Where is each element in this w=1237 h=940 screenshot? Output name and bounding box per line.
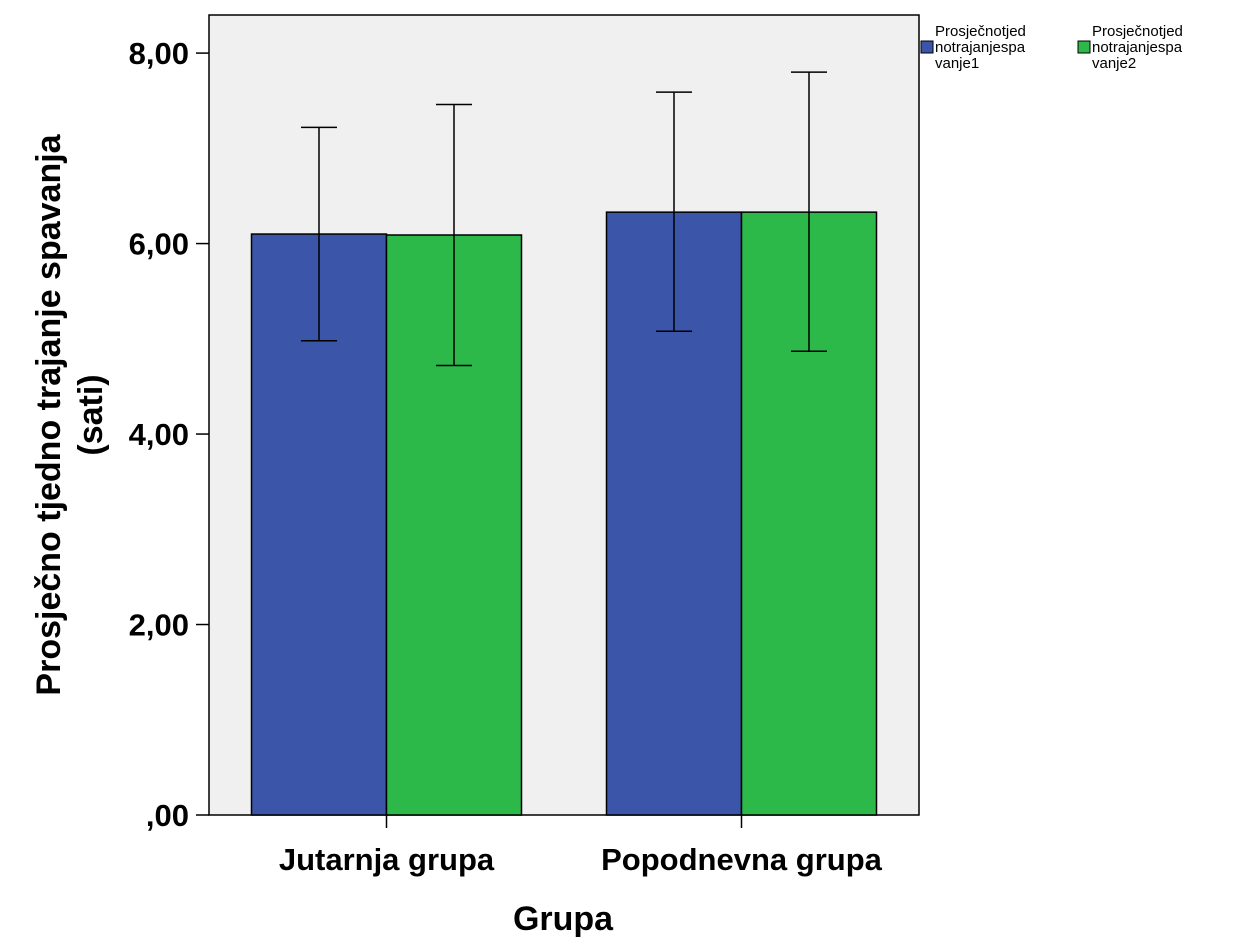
legend-label-2-line-2: notrajanjespa	[1092, 39, 1183, 56]
y-tick-label-3: 4,00	[129, 417, 189, 452]
legend-label-1-line-3: vanje1	[935, 55, 979, 72]
legend-label-2-line-1: Prosječnotjed	[1092, 23, 1183, 40]
legend-label-1-line-1: Prosječnotjed	[935, 23, 1026, 40]
legend-swatch-1	[920, 40, 934, 54]
y-tick-label-1: ,00	[146, 798, 189, 833]
y-tick-label-2: 2,00	[129, 608, 189, 643]
x-tick-label-1: Jutarnja grupa	[279, 842, 495, 877]
y-axis: ,00 2,00 4,00 6,00 8,00	[129, 36, 209, 833]
y-axis-title-line-1: Prosječno tjedno trajanje spavanja	[30, 133, 68, 695]
y-axis-title-line-2: (sati)	[72, 374, 110, 455]
y-axis-title: Prosječno tjedno trajanje spavanja (sati…	[30, 133, 110, 695]
legend-label-2-line-3: vanje2	[1092, 55, 1136, 72]
x-axis: Jutarnja grupa Popodnevna grupa	[279, 815, 883, 877]
x-axis-title: Grupa	[513, 900, 614, 938]
legend: Prosječnotjednotrajanjespavanje1Prosječn…	[920, 23, 1183, 72]
error-bars-group	[301, 71, 827, 367]
y-tick-label-5: 8,00	[129, 36, 189, 71]
legend-label-1-line-2: notrajanjespa	[935, 39, 1026, 56]
legend-swatch-2	[1077, 40, 1091, 54]
x-tick-label-2: Popodnevna grupa	[601, 842, 883, 877]
y-tick-label-4: 6,00	[129, 227, 189, 262]
